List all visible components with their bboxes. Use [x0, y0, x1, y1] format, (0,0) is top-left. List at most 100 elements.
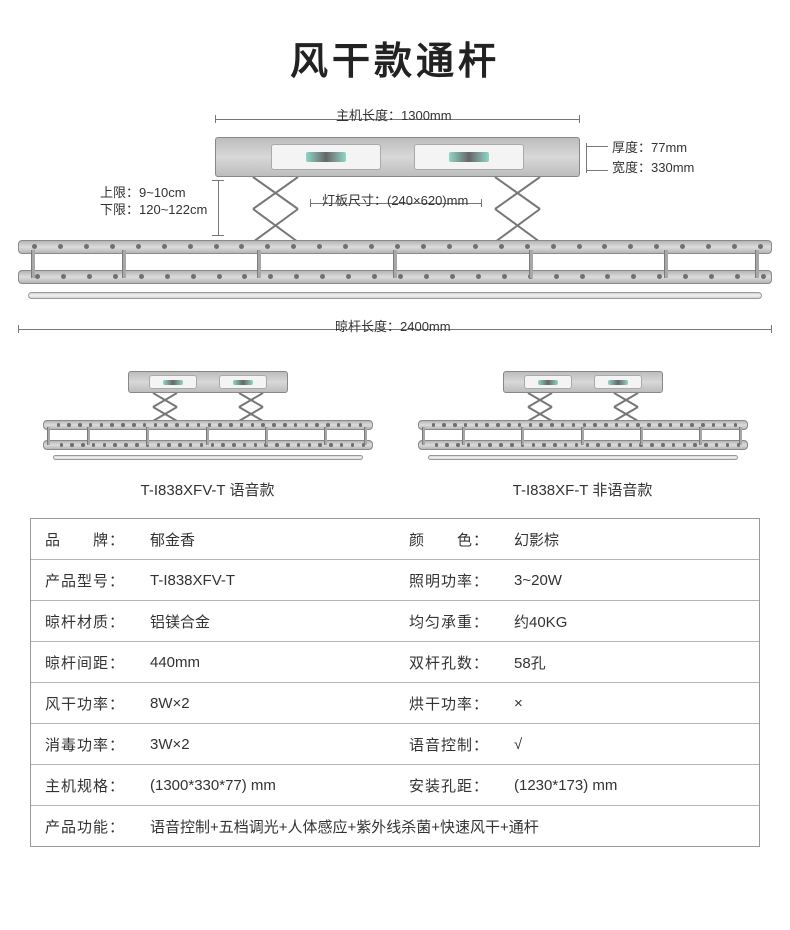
rack-hole [208, 423, 212, 427]
main-diagram: 主机长度：1300mm 厚度：77mm 宽度：330mm 上限：9~10cm 下… [0, 95, 790, 355]
rack-hole [87, 274, 92, 279]
rack-hole [329, 443, 333, 447]
spec-value: 440mm [136, 642, 395, 682]
rack-hole [542, 443, 546, 447]
rack-hole [553, 443, 557, 447]
spec-value: √ [500, 724, 759, 764]
dim-label-main-length: 主机长度：1300mm [336, 105, 452, 124]
spec-value: 58孔 [500, 642, 759, 682]
rack-hole [761, 274, 766, 279]
rack-hole [683, 443, 687, 447]
rack-hole [658, 423, 662, 427]
rack-hole [157, 443, 161, 447]
rack-hole [275, 443, 279, 447]
rack-hole [60, 443, 64, 447]
rack-hole [229, 423, 233, 427]
variant-diagram [38, 365, 378, 475]
spec-key: 均匀承重： [395, 601, 500, 641]
scissor-arm-right [490, 177, 545, 242]
rack-hole [58, 244, 63, 249]
rack-hole [294, 423, 298, 427]
rack-hole [318, 443, 322, 447]
spec-row: 产品型号：T-I838XFV-T照明功率：3~20W [31, 560, 759, 601]
rack-hole [186, 423, 190, 427]
rack-hole [398, 274, 403, 279]
product-top-unit [128, 371, 288, 393]
scissor-arm-left [525, 393, 555, 421]
scissor-arm-left [150, 393, 180, 421]
rack-hole [550, 423, 554, 427]
rack-hole [478, 443, 482, 447]
rack-hole [680, 423, 684, 427]
dim-label-width: 宽度：330mm [612, 157, 694, 176]
dim-line [586, 146, 608, 147]
rack-hole [626, 423, 630, 427]
spec-value: 约40KG [500, 601, 759, 641]
rack-hole [113, 443, 117, 447]
rack-hole [551, 244, 556, 249]
rack-hole [57, 423, 61, 427]
rack-hole [502, 274, 507, 279]
rack-hole [467, 443, 471, 447]
rack-hole [200, 443, 204, 447]
rack-crossbar [529, 250, 533, 278]
dim-line [212, 180, 224, 181]
rack-hole [580, 274, 585, 279]
scissor-arm-right [611, 393, 641, 421]
drying-rack [43, 420, 373, 465]
rack-crossbar [393, 250, 397, 278]
spec-value: (1230*173) mm [500, 765, 759, 805]
rack-hole [67, 423, 71, 427]
rack-hole [103, 443, 107, 447]
rack-hole [32, 244, 37, 249]
rack-hole [669, 423, 673, 427]
dim-label-lower-limit: 下限：120~122cm [100, 199, 207, 218]
rack-hole [496, 423, 500, 427]
rack-hole [564, 443, 568, 447]
variant-no-voice: T-I838XF-T 非语音款 [413, 365, 753, 500]
rack-hole [84, 244, 89, 249]
rack-hole [348, 423, 352, 427]
rack-hole [143, 423, 147, 427]
rack-hole [35, 274, 40, 279]
rack-hole [315, 423, 319, 427]
rack-hole [110, 244, 115, 249]
rack-hole [162, 244, 167, 249]
rack-hole [583, 423, 587, 427]
dim-line [586, 170, 608, 171]
spec-key: 晾杆间距： [31, 642, 136, 682]
rack-hole [110, 423, 114, 427]
rack-hole [297, 443, 301, 447]
rack-hole [596, 443, 600, 447]
dim-tick [579, 115, 580, 123]
rack-hole [305, 423, 309, 427]
light-panel-left [271, 144, 381, 170]
rack-hole [167, 443, 171, 447]
rack-crossbar [755, 250, 759, 278]
spec-key: 品 牌： [31, 519, 136, 559]
spec-value: 3~20W [500, 560, 759, 600]
spec-key: 烘干功率： [395, 683, 500, 723]
spec-value: 语音控制+五档调光+人体感应+紫外线杀菌+快速风干+通杆 [136, 806, 759, 846]
dim-tick [215, 115, 216, 123]
rack-crossbar [324, 427, 327, 445]
rack-hole [672, 443, 676, 447]
rack-crossbar [739, 427, 742, 445]
spec-row: 消毒功率：3W×2语音控制：√ [31, 724, 759, 765]
spec-value: 8W×2 [136, 683, 395, 723]
rack-hole [164, 423, 168, 427]
rack-hole [464, 423, 468, 427]
rack-crossbar [422, 427, 425, 445]
rack-hole [124, 443, 128, 447]
spec-key: 双杆孔数： [395, 642, 500, 682]
rack-hole [272, 423, 276, 427]
spec-row: 品 牌：郁金香颜 色：幻影棕 [31, 519, 759, 560]
rack-hole [712, 423, 716, 427]
light-panel-right [594, 375, 642, 389]
rack-hole [561, 423, 565, 427]
spec-key: 产品功能： [31, 806, 136, 846]
rack-hole [251, 423, 255, 427]
spec-table: 品 牌：郁金香颜 色：幻影棕产品型号：T-I838XFV-T照明功率：3~20W… [30, 518, 760, 847]
rack-hole [447, 244, 452, 249]
rack-hole [507, 423, 511, 427]
